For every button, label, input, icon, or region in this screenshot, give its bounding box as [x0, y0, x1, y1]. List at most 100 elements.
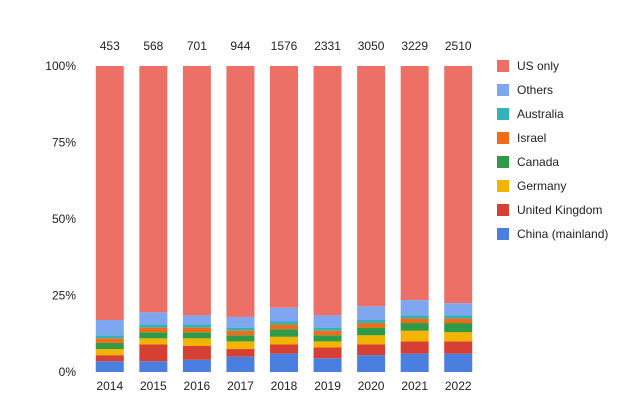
legend: US only Others Australia Israel Canada German…	[497, 59, 608, 241]
bar-segment-germany-2018	[270, 336, 298, 345]
bar-segment-united-kingdom-2015	[139, 344, 168, 362]
bar-segment-others-2019	[313, 315, 342, 328]
bar-segment-others-2015	[139, 312, 168, 325]
x-tick-label: 2019	[314, 379, 341, 393]
bar-segment-israel-2018	[270, 324, 298, 330]
bar-segment-australia-2022	[444, 315, 473, 319]
legend-label: Australia	[517, 107, 564, 121]
bar-segment-united-kingdom-2014	[95, 355, 124, 362]
bar-segment-others-2014	[95, 319, 124, 336]
bar-segment-us-only-2020	[357, 66, 386, 307]
bar-segment-china-mainland-2014	[95, 361, 124, 372]
bar-segment-australia-2021	[400, 315, 429, 319]
bar-total-label: 568	[143, 39, 163, 53]
legend-item-china-mainland: China (mainland)	[497, 227, 608, 241]
x-tick-label: 2015	[140, 379, 167, 393]
bar-segment-united-kingdom-2017	[226, 349, 255, 357]
x-axis: 2014 2015 2016 2017 2018 2019 2020 2021 2022	[96, 379, 471, 393]
bar-total-label: 944	[230, 39, 250, 53]
bar-segment-israel-2014	[95, 338, 124, 343]
bar-segment-us-only-2018	[270, 66, 298, 308]
bar-segment-israel-2016	[182, 327, 211, 333]
bar-segment-israel-2021	[400, 318, 429, 324]
bar-segment-germany-2020	[357, 335, 386, 345]
x-tick-label: 2016	[184, 379, 211, 393]
bar-segment-germany-2021	[400, 330, 429, 342]
x-tick-label: 2021	[401, 379, 428, 393]
bar-segment-us-only-2014	[95, 66, 124, 320]
legend-swatch	[497, 204, 509, 216]
bar-segment-united-kingdom-2018	[270, 344, 298, 354]
bar-total-label: 3050	[358, 39, 385, 53]
bar-segment-australia-2018	[270, 321, 298, 325]
bar-segment-united-kingdom-2022	[444, 341, 473, 354]
bar-segment-canada-2014	[95, 342, 124, 350]
bar-total-label: 701	[187, 39, 207, 53]
legend-item-canada: Canada	[497, 155, 559, 169]
legend-label: Israel	[517, 131, 546, 145]
bar-segment-others-2018	[270, 307, 298, 322]
y-tick-label: 75%	[52, 136, 76, 150]
y-axis: 0% 25% 50% 75% 100%	[45, 59, 76, 379]
legend-swatch	[497, 84, 509, 96]
legend-label: China (mainland)	[517, 227, 608, 241]
legend-item-united-kingdom: United Kingdom	[497, 203, 602, 217]
legend-swatch	[497, 156, 509, 168]
bar-segment-germany-2017	[226, 341, 255, 350]
legend-item-others: Others	[497, 83, 553, 97]
bar-segment-canada-2020	[357, 327, 386, 336]
bar-segment-germany-2022	[444, 332, 473, 342]
bar-segment-germany-2014	[95, 349, 124, 356]
bar-segment-canada-2017	[226, 335, 255, 342]
bar-segment-germany-2016	[182, 338, 211, 346]
legend-swatch	[497, 132, 509, 144]
bar-segment-others-2022	[444, 303, 473, 316]
bar-segment-australia-2020	[357, 319, 386, 324]
legend-item-germany: Germany	[497, 179, 566, 193]
legend-label: United Kingdom	[517, 203, 602, 217]
legend-swatch	[497, 228, 509, 240]
bar-totals: 453 568 701 944 1576 2331 3050 3229 2510	[100, 39, 472, 53]
y-tick-label: 50%	[52, 212, 76, 226]
legend-item-australia: Australia	[497, 107, 564, 121]
bar-segment-australia-2014	[95, 335, 124, 339]
bar-segment-israel-2019	[313, 330, 342, 336]
x-tick-label: 2018	[271, 379, 298, 393]
bar-segment-australia-2015	[139, 324, 168, 328]
bar-segment-others-2021	[400, 300, 429, 316]
x-tick-label: 2017	[227, 379, 254, 393]
bar-segment-us-only-2015	[139, 66, 168, 313]
bars	[95, 66, 473, 372]
bar-total-label: 2331	[314, 39, 341, 53]
bar-segment-israel-2020	[357, 323, 386, 328]
bar-segment-australia-2017	[226, 327, 255, 331]
bar-segment-canada-2021	[400, 323, 429, 331]
y-tick-label: 25%	[52, 289, 76, 303]
x-tick-label: 2020	[358, 379, 385, 393]
bar-segment-china-mainland-2015	[139, 361, 168, 372]
bar-segment-china-mainland-2019	[313, 358, 342, 372]
bar-segment-us-only-2021	[400, 66, 429, 301]
bar-segment-united-kingdom-2019	[313, 347, 342, 359]
bar-segment-others-2017	[226, 316, 255, 328]
bar-segment-china-mainland-2016	[182, 359, 211, 372]
bar-total-label: 2510	[445, 39, 472, 53]
bar-segment-canada-2016	[182, 332, 211, 339]
bar-segment-australia-2019	[313, 327, 342, 331]
legend-swatch	[497, 60, 509, 72]
legend-swatch	[497, 180, 509, 192]
bar-segment-us-only-2022	[444, 66, 473, 304]
bar-segment-canada-2018	[270, 329, 298, 337]
legend-label: Others	[517, 83, 553, 97]
legend-item-us-only: US only	[497, 59, 559, 73]
bar-segment-israel-2017	[226, 330, 255, 336]
x-tick-label: 2022	[445, 379, 472, 393]
bar-segment-others-2020	[357, 306, 386, 320]
bar-segment-china-mainland-2017	[226, 356, 255, 372]
bar-segment-australia-2016	[182, 324, 211, 328]
bar-segment-us-only-2016	[182, 66, 211, 316]
bar-segment-united-kingdom-2016	[182, 345, 211, 360]
legend-label: Germany	[517, 179, 566, 193]
bar-total-label: 1576	[271, 39, 298, 53]
